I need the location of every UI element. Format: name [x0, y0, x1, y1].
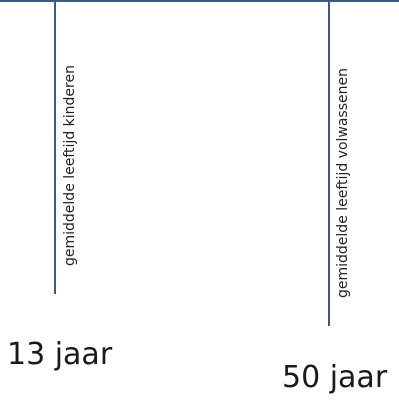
adults-age-label: gemiddelde leeftijd volwassenen [335, 68, 351, 298]
adults-age-marker-line [328, 0, 330, 326]
children-age-label: gemiddelde leeftijd kinderen [62, 65, 78, 266]
adults-age-value: 50 jaar [282, 360, 388, 395]
top-divider [0, 0, 399, 2]
children-age-marker-line [54, 0, 56, 294]
children-age-value: 13 jaar [7, 337, 113, 372]
